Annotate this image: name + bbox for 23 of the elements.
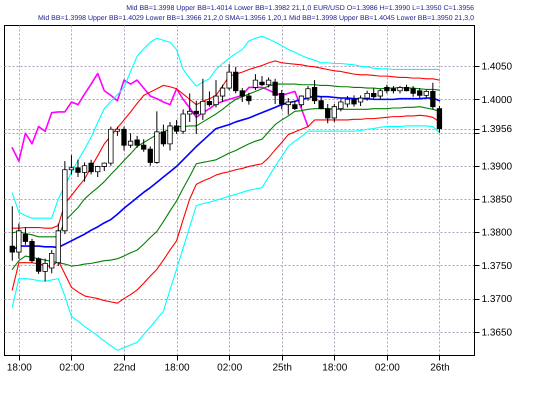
x-tick-label: 18:00 <box>322 362 348 374</box>
y-tick-label: 1.3956 <box>482 124 513 136</box>
line-series <box>12 60 440 229</box>
y-tick-label: 1.3650 <box>482 327 513 338</box>
line-series <box>11 72 309 162</box>
candlestick <box>436 106 442 134</box>
x-tick-label: 26th <box>430 362 450 374</box>
x-tick-label: 18:00 <box>164 362 190 374</box>
x-tick-label: 22nd <box>113 362 136 374</box>
line-series <box>12 125 440 351</box>
y-tick-label: 1.3700 <box>482 294 513 306</box>
x-tick-label: 02:00 <box>374 362 400 374</box>
y-tick-label: 1.3850 <box>482 194 513 206</box>
y-tick-label: 1.3800 <box>482 228 513 239</box>
y-tick-label: 1.4050 <box>482 62 513 73</box>
y-tick-label: 1.4000 <box>482 94 513 106</box>
x-tick-label: 18:00 <box>6 362 32 374</box>
x-tick-label: 02:00 <box>217 362 243 374</box>
x-tick-label: 02:00 <box>59 362 85 374</box>
x-tick-label: 25th <box>272 362 292 374</box>
y-tick-label: 1.3750 <box>482 260 513 272</box>
y-tick-label: 1.3900 <box>482 161 513 172</box>
line-series <box>12 36 440 219</box>
